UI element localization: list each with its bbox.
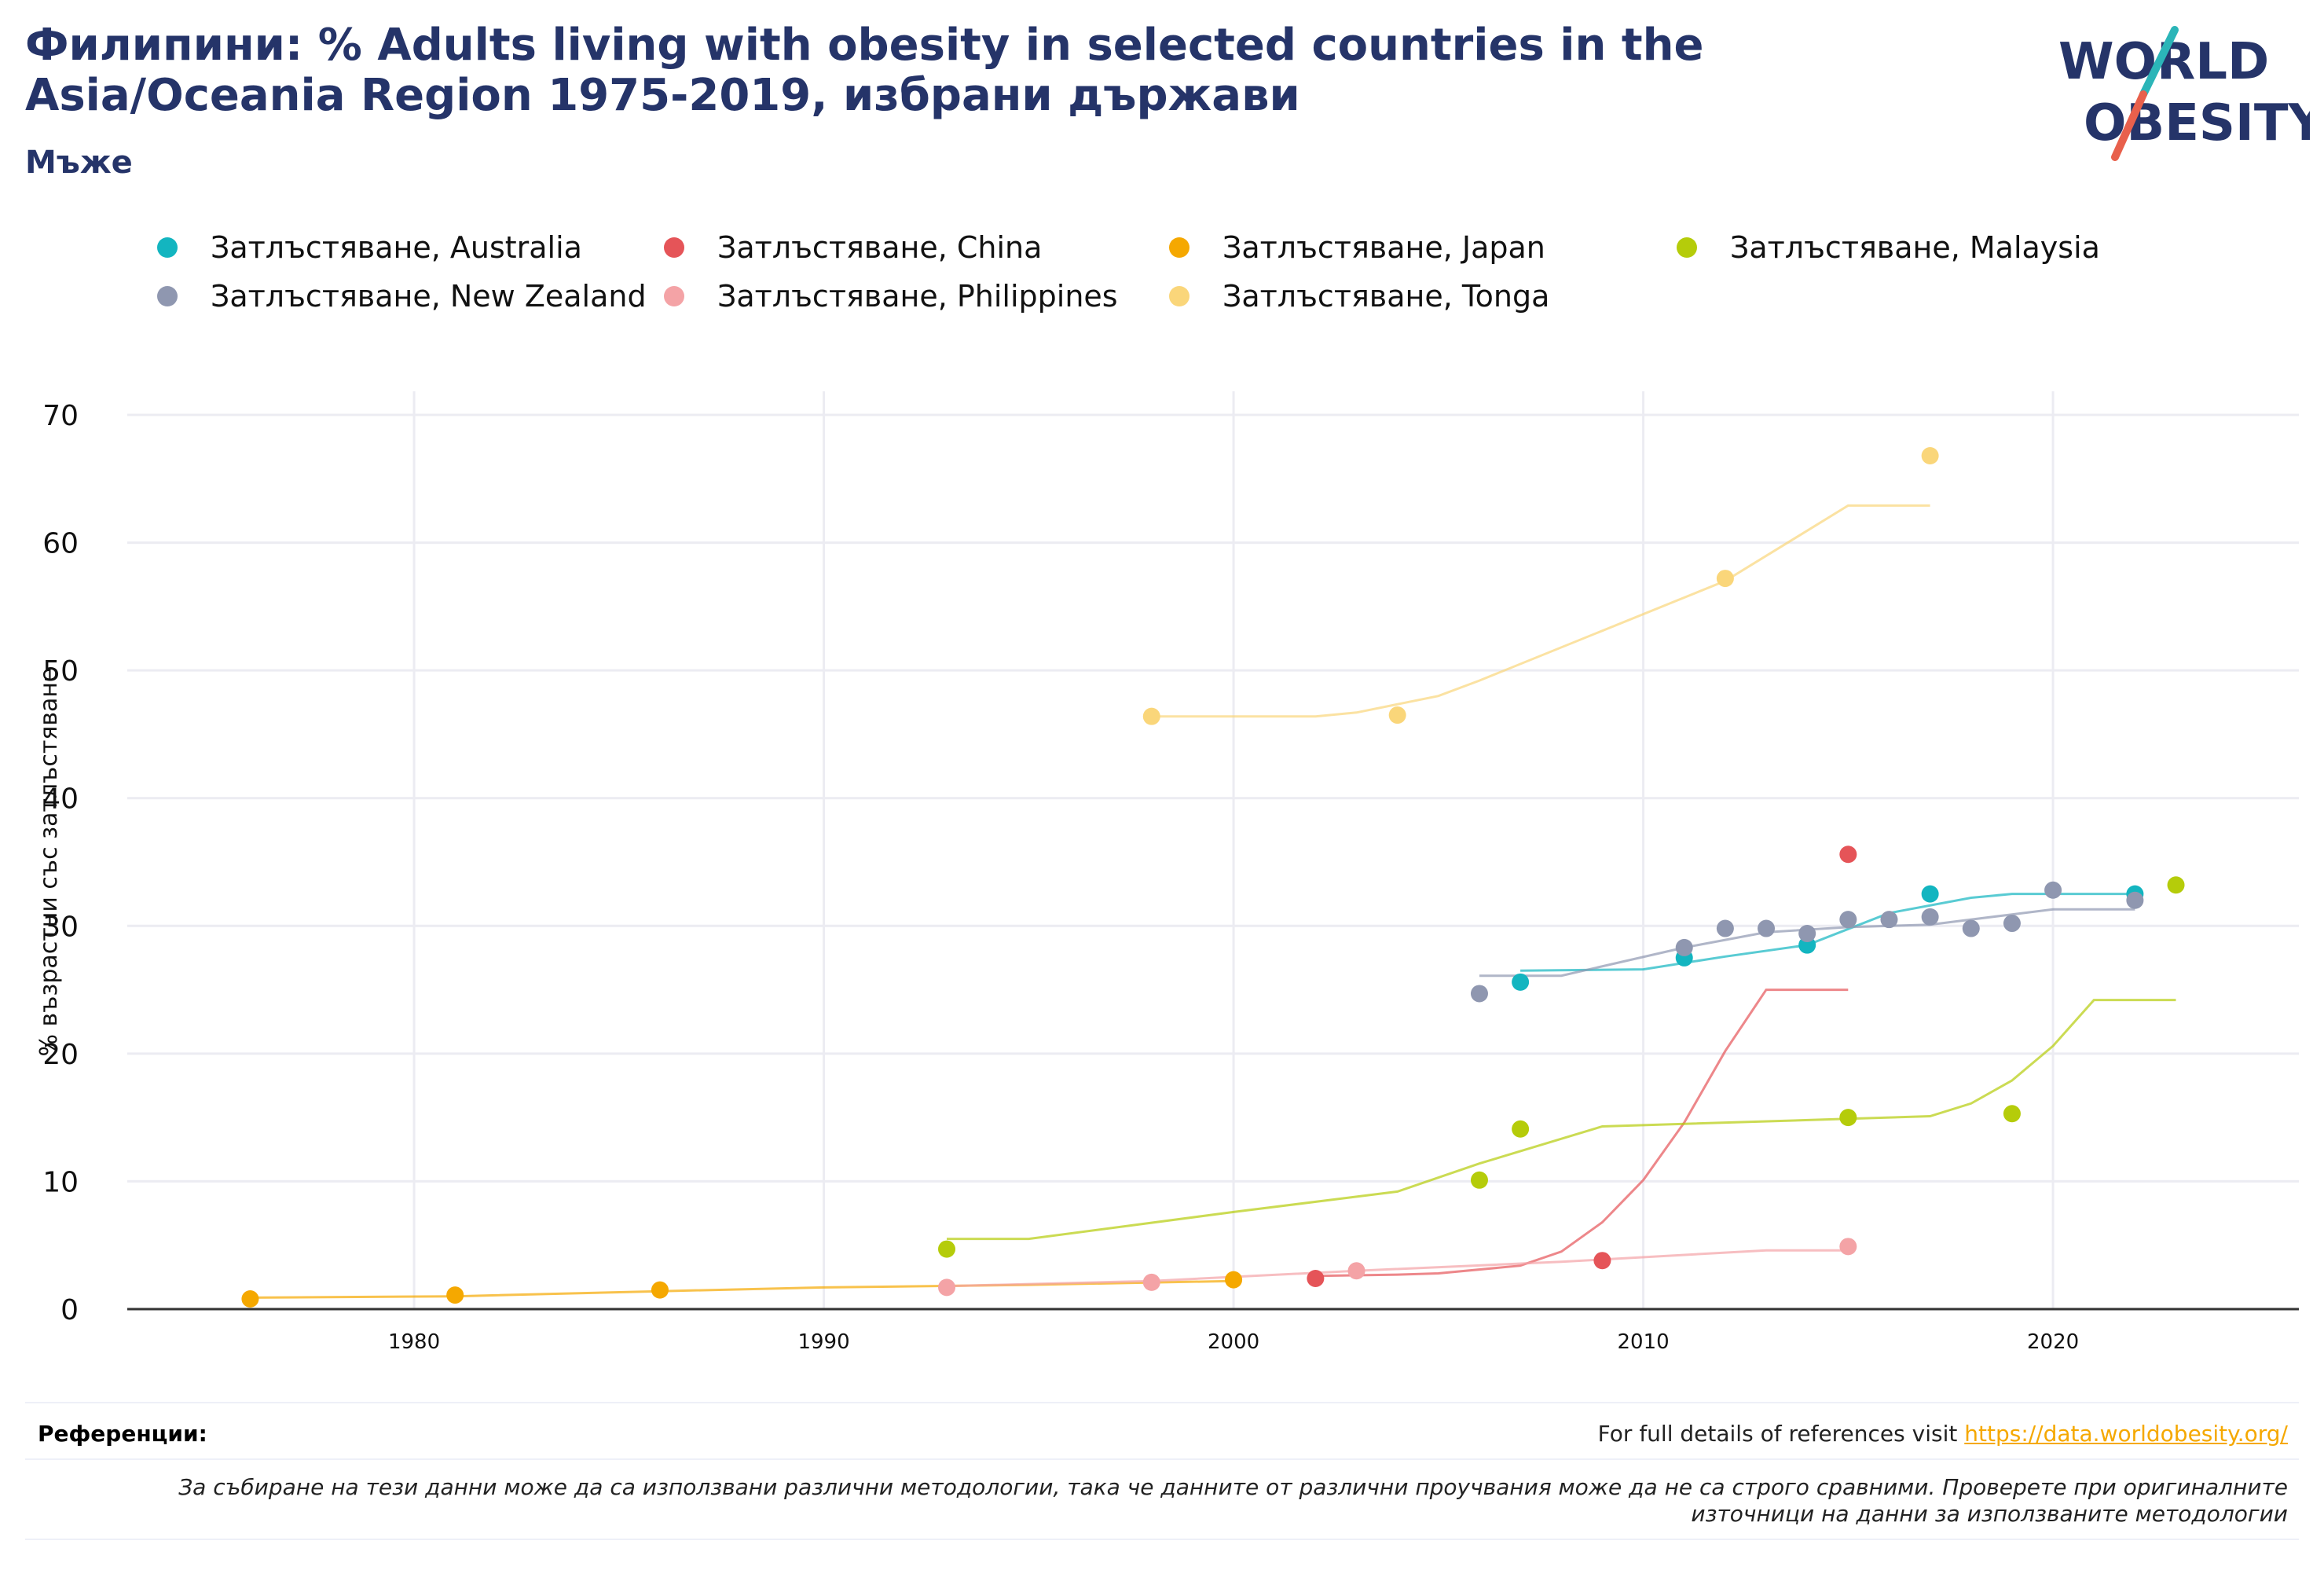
chart-legend: Затлъстяване, Australia Затлъстяване, Ch…	[157, 228, 2278, 338]
data-point	[241, 1289, 259, 1308]
chart-title: Филипини: % Adults living with obesity i…	[25, 20, 1704, 121]
trend-line	[1315, 989, 1849, 1278]
data-point	[2044, 881, 2062, 899]
legend-item-malaysia[interactable]: Затлъстяване, Malaysia	[1677, 228, 2100, 267]
references-label: Референции:	[38, 1421, 207, 1447]
x-tick-label: 2010	[1617, 1330, 1669, 1352]
legend-label: Затлъстяване, Malaysia	[1730, 230, 2100, 265]
data-points	[241, 447, 2185, 1308]
data-point	[1225, 1271, 1243, 1289]
data-point	[1758, 919, 1776, 937]
data-point	[1839, 1238, 1857, 1256]
data-point	[1142, 1273, 1160, 1291]
data-point	[938, 1240, 956, 1258]
legend-swatch	[157, 237, 178, 258]
legend-item-japan[interactable]: Затлъстяване, Japan	[1169, 228, 1545, 267]
legend-swatch	[1169, 237, 1189, 258]
data-point	[1347, 1262, 1365, 1280]
trend-lines	[250, 504, 2176, 1299]
trend-line	[1151, 504, 1930, 718]
x-tick-label: 1980	[388, 1330, 440, 1352]
references-prefix: For full details of references visit	[1597, 1421, 1958, 1447]
data-point	[1675, 938, 1693, 956]
y-axis-label: % възрастни със затлъстяване	[35, 668, 63, 1057]
methodology-note: За събиране на тези данни може да са изп…	[178, 1474, 2288, 1527]
legend-item-australia[interactable]: Затлъстяване, Australia	[157, 228, 582, 267]
data-point	[1880, 911, 1898, 929]
legend-swatch	[664, 237, 684, 258]
legend-swatch	[664, 286, 684, 306]
legend-item-new-zealand[interactable]: Затлъстяване, New Zealand	[157, 277, 647, 316]
data-point	[1470, 1171, 1488, 1189]
data-point	[446, 1286, 464, 1304]
logo-slash-bottom	[2111, 90, 2147, 161]
y-tick-label: 30	[42, 911, 79, 943]
data-point	[1921, 908, 1939, 926]
x-tick-label: 1990	[797, 1330, 849, 1352]
data-point	[2003, 915, 2021, 933]
logo-text-world: WORLD	[2058, 33, 2269, 91]
legend-item-philippines[interactable]: Затлъстяване, Philippines	[664, 277, 1118, 316]
data-point	[1921, 447, 1939, 465]
data-point	[1512, 1120, 1530, 1138]
references-text: For full details of references visit htt…	[1598, 1421, 2288, 1447]
data-point	[1839, 846, 1857, 864]
references-link[interactable]: https://data.worldobesity.org/	[1964, 1421, 2288, 1447]
data-point	[2167, 876, 2185, 894]
world-obesity-logo: WORLD OBESITY	[2058, 26, 2310, 161]
data-point	[1798, 925, 1816, 943]
trend-line	[947, 999, 2176, 1241]
divider-bottom	[25, 1539, 2299, 1540]
legend-label: Затлъстяване, Tonga	[1222, 279, 1550, 314]
y-tick-label: 70	[42, 400, 79, 432]
data-point	[1962, 919, 1980, 937]
y-tick-label: 0	[60, 1294, 79, 1326]
data-point	[651, 1281, 669, 1299]
data-point	[1512, 973, 1530, 991]
data-point	[1716, 919, 1734, 937]
trend-line	[946, 1249, 1849, 1288]
legend-swatch	[1169, 286, 1189, 306]
y-tick-label: 10	[42, 1166, 79, 1198]
legend-swatch	[157, 286, 178, 306]
data-point	[1142, 707, 1160, 725]
legend-item-china[interactable]: Затлъстяване, China	[664, 228, 1042, 267]
legend-label: Затлъстяване, China	[717, 230, 1043, 265]
logo-slash-top	[2139, 26, 2179, 98]
axes: 0 10 20 30 40 50 60 70 1980 1990 2000 2010 2020 % въз…	[35, 400, 2299, 1352]
legend-item-tonga[interactable]: Затлъстяване, Tonga	[1169, 277, 1549, 316]
trend-line	[1520, 893, 2135, 972]
grid	[127, 391, 2299, 1309]
y-tick-label: 20	[42, 1039, 79, 1071]
data-point	[1716, 570, 1734, 588]
y-tick-label: 40	[42, 783, 79, 816]
data-point	[938, 1278, 956, 1297]
legend-label: Затлъстяване, New Zealand	[211, 279, 647, 314]
data-point	[1307, 1269, 1325, 1287]
data-point	[2003, 1105, 2021, 1123]
obesity-chart: 0 10 20 30 40 50 60 70 1980 1990 2000 2010 2020 % въз…	[35, 391, 2299, 1352]
data-point	[1593, 1252, 1611, 1270]
data-point	[2126, 891, 2144, 909]
data-point	[1839, 1109, 1857, 1127]
legend-label: Затлъстяване, Philippines	[717, 279, 1118, 314]
chart-subtitle: Мъже	[25, 145, 133, 181]
data-point	[1921, 885, 1939, 903]
x-tick-label: 2000	[1208, 1330, 1259, 1352]
divider-middle	[25, 1458, 2299, 1460]
data-point	[1470, 985, 1488, 1003]
x-tick-label: 2020	[2027, 1330, 2079, 1352]
data-point	[1388, 706, 1406, 724]
legend-swatch	[1677, 237, 1697, 258]
y-tick-label: 60	[42, 528, 79, 560]
legend-label: Затлъстяване, Japan	[1222, 230, 1545, 265]
legend-label: Затлъстяване, Australia	[211, 230, 582, 265]
divider-top	[25, 1402, 2299, 1403]
data-point	[1839, 911, 1857, 929]
y-tick-label: 50	[42, 655, 79, 688]
